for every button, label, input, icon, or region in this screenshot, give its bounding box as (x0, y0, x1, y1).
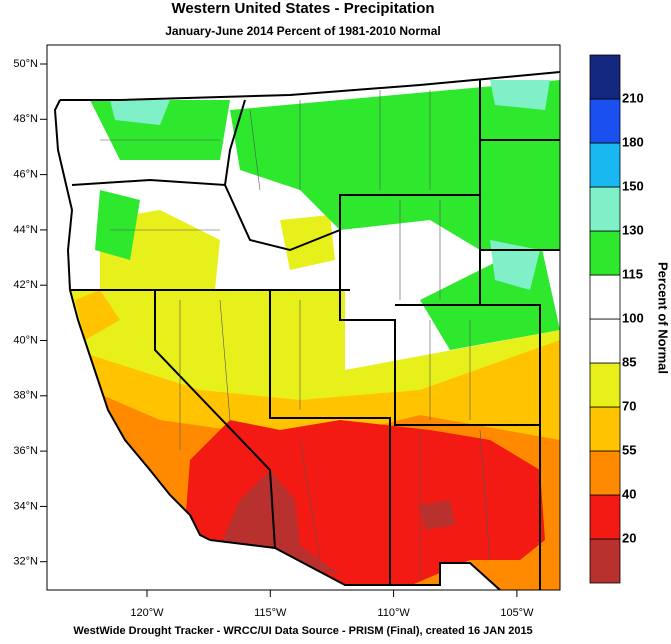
coastline (53, 99, 211, 541)
colorbar-label: 210 (622, 90, 644, 105)
lat-label: 36°N (13, 445, 38, 457)
id-mt-border (224, 184, 341, 252)
map-frame (46, 44, 561, 591)
co-border (395, 304, 541, 590)
colorbar-label: 85 (622, 354, 636, 369)
lat-label: 44°N (13, 224, 38, 236)
title: Western United States - Precipitation (171, 0, 434, 17)
precip-region (490, 240, 540, 290)
colorbar-bin (589, 98, 621, 144)
colorbar: 20 40 55 70 85 100 115 130 150 180 210 (589, 54, 644, 584)
lat-label: 38°N (13, 390, 38, 402)
colorbar-label: 130 (622, 222, 644, 237)
precip-region (230, 80, 560, 250)
lon-label: 105°W (500, 607, 534, 619)
footer: WestWide Drought Tracker - WRCC/UI Data … (73, 625, 532, 637)
colorbar-bin (589, 274, 621, 320)
lat-label: 48°N (13, 113, 38, 125)
colorbar-label: 55 (622, 442, 636, 457)
colorbar-bin (589, 186, 621, 232)
colorbar-label: 40 (622, 486, 636, 501)
colorbar-bin (589, 406, 621, 452)
colorbar-label: 180 (622, 134, 644, 149)
axis-ticks: 50°N 48°N 46°N 44°N 42°N 40°N 38°N 36°N 34°N 32°N… (13, 58, 534, 619)
precip-region (110, 100, 170, 125)
precip-region (420, 500, 455, 530)
borders (53, 71, 560, 590)
subtitle: January-June 2014 Percent of 1981-2010 N… (165, 24, 440, 38)
colorbar-bin (589, 538, 621, 584)
colorbar-title: Percent of Normal (656, 262, 671, 374)
lon-label: 120°W (130, 607, 164, 619)
ca-nv-border (154, 290, 276, 549)
lat-label: 50°N (13, 58, 38, 70)
lat-label: 46°N (13, 169, 38, 181)
precip-region (490, 80, 550, 110)
colorbar-bin (589, 230, 621, 276)
lat-label: 40°N (13, 334, 38, 346)
colorbar-bin (589, 318, 621, 364)
colorbar-bin (589, 450, 621, 496)
colorbar-label: 100 (622, 310, 644, 325)
map (47, 45, 560, 590)
lat-label: 42°N (13, 279, 38, 291)
county-lines (100, 90, 491, 580)
canada-border (60, 71, 560, 101)
colorbar-bin (589, 54, 621, 100)
precip-region (95, 190, 140, 260)
colorbar-label: 70 (622, 398, 636, 413)
colorbar-label: 115 (622, 266, 643, 281)
lon-label: 115°W (254, 607, 287, 619)
colorbar-label: 150 (622, 178, 644, 193)
colorbar-bin (589, 142, 621, 188)
lon-label: 110°W (377, 607, 410, 619)
nv-ut-az-border (269, 290, 391, 585)
ut-co-border (339, 290, 540, 426)
lat-label: 34°N (13, 500, 38, 512)
precip-region (75, 290, 120, 340)
colorbar-bin (589, 494, 621, 540)
lat-label: 32°N (13, 556, 38, 568)
colorbar-label: 20 (622, 530, 636, 545)
colorbar-bin (589, 362, 621, 408)
